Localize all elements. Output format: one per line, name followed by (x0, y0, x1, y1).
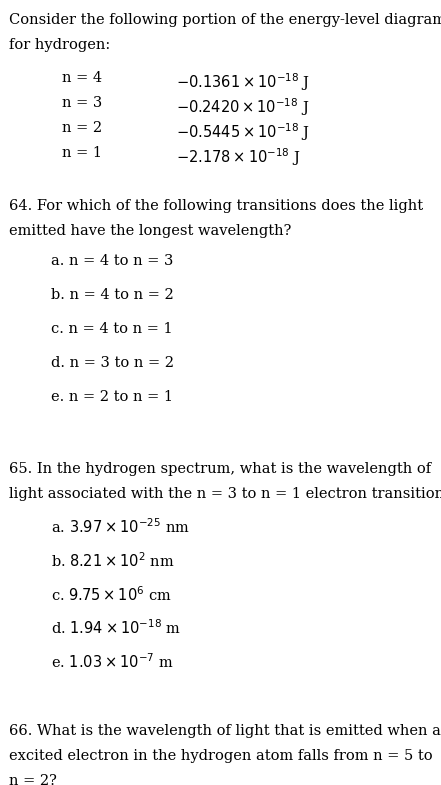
Text: excited electron in the hydrogen atom falls from n = 5 to: excited electron in the hydrogen atom fa… (9, 750, 433, 763)
Text: e. n = 2 to n = 1: e. n = 2 to n = 1 (51, 390, 173, 404)
Text: $-2.178 \times 10^{-18}$ J: $-2.178 \times 10^{-18}$ J (176, 147, 301, 168)
Text: a. $3.97 \times 10^{-25}$ nm: a. $3.97 \times 10^{-25}$ nm (51, 517, 190, 535)
Text: d. $1.94 \times 10^{-18}$ m: d. $1.94 \times 10^{-18}$ m (51, 619, 181, 637)
Text: b. $8.21 \times 10^{2}$ nm: b. $8.21 \times 10^{2}$ nm (51, 551, 174, 570)
Text: 66. What is the wavelength of light that is emitted when an: 66. What is the wavelength of light that… (9, 725, 441, 738)
Text: n = 4: n = 4 (62, 71, 102, 85)
Text: c. $9.75 \times 10^{6}$ cm: c. $9.75 \times 10^{6}$ cm (51, 585, 172, 604)
Text: $-0.2420 \times 10^{-18}$ J: $-0.2420 \times 10^{-18}$ J (176, 97, 310, 118)
Text: c. n = 4 to n = 1: c. n = 4 to n = 1 (51, 323, 172, 336)
Text: a. n = 4 to n = 3: a. n = 4 to n = 3 (51, 254, 173, 268)
Text: b. n = 4 to n = 2: b. n = 4 to n = 2 (51, 288, 173, 302)
Text: Consider the following portion of the energy-level diagram: Consider the following portion of the en… (9, 13, 441, 27)
Text: d. n = 3 to n = 2: d. n = 3 to n = 2 (51, 356, 174, 371)
Text: $-0.5445 \times 10^{-18}$ J: $-0.5445 \times 10^{-18}$ J (176, 122, 310, 143)
Text: n = 2?: n = 2? (9, 775, 57, 785)
Text: e. $1.03 \times 10^{-7}$ m: e. $1.03 \times 10^{-7}$ m (51, 652, 173, 671)
Text: 65. In the hydrogen spectrum, what is the wavelength of: 65. In the hydrogen spectrum, what is th… (9, 462, 431, 476)
Text: 64. For which of the following transitions does the light: 64. For which of the following transitio… (9, 199, 423, 214)
Text: n = 3: n = 3 (62, 97, 102, 110)
Text: light associated with the n = 3 to n = 1 electron transition?: light associated with the n = 3 to n = 1… (9, 487, 441, 501)
Text: n = 2: n = 2 (62, 122, 102, 135)
Text: $-0.1361 \times 10^{-18}$ J: $-0.1361 \times 10^{-18}$ J (176, 71, 310, 93)
Text: n = 1: n = 1 (62, 147, 102, 160)
Text: for hydrogen:: for hydrogen: (9, 38, 110, 53)
Text: emitted have the longest wavelength?: emitted have the longest wavelength? (9, 225, 291, 239)
